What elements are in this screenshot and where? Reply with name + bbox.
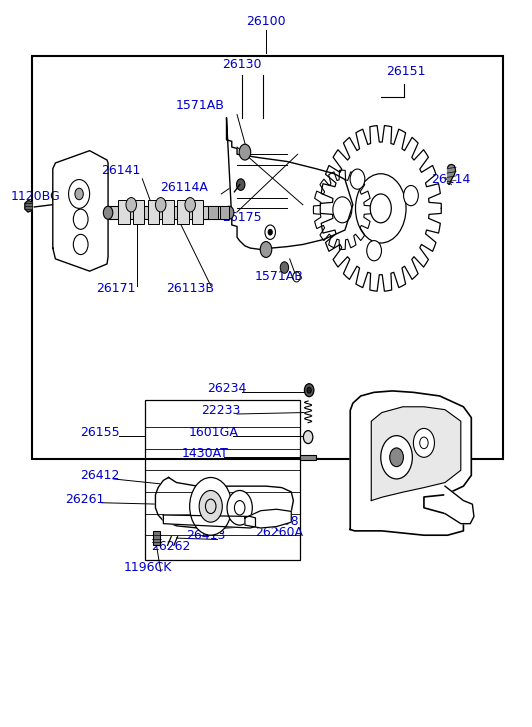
Text: 26100: 26100 — [246, 15, 286, 28]
Circle shape — [73, 209, 88, 229]
Circle shape — [225, 206, 234, 220]
Text: 26260A: 26260A — [255, 526, 303, 539]
Text: 26262: 26262 — [152, 540, 191, 553]
Polygon shape — [163, 515, 255, 528]
Text: 26113B: 26113B — [165, 282, 214, 295]
Bar — [220, 206, 229, 220]
Text: 1430AT: 1430AT — [182, 447, 229, 460]
Bar — [145, 400, 300, 560]
Text: 26258: 26258 — [259, 515, 299, 528]
Bar — [32, 56, 503, 459]
Circle shape — [75, 188, 84, 200]
Circle shape — [155, 198, 166, 212]
Text: 1601GA: 1601GA — [188, 425, 238, 438]
Circle shape — [227, 491, 252, 525]
Circle shape — [367, 241, 381, 261]
Circle shape — [190, 478, 232, 535]
Bar — [133, 201, 144, 224]
Circle shape — [390, 448, 403, 467]
Text: 26234: 26234 — [207, 382, 246, 395]
Bar — [192, 201, 203, 224]
Text: 26114A: 26114A — [161, 181, 209, 194]
Text: 26261: 26261 — [65, 494, 104, 506]
Circle shape — [413, 428, 435, 457]
Text: 26412: 26412 — [80, 469, 120, 482]
Bar — [177, 201, 189, 224]
Circle shape — [103, 206, 113, 220]
Bar — [108, 206, 229, 220]
Bar — [208, 206, 218, 220]
Text: 26141: 26141 — [102, 164, 141, 177]
Circle shape — [307, 387, 311, 393]
Polygon shape — [245, 509, 291, 528]
Text: 1571AB: 1571AB — [176, 100, 225, 113]
Text: 26413: 26413 — [186, 529, 225, 542]
Circle shape — [370, 194, 392, 222]
Polygon shape — [53, 150, 108, 271]
Polygon shape — [447, 164, 455, 185]
Circle shape — [237, 179, 245, 190]
Text: 26130: 26130 — [222, 57, 262, 71]
Polygon shape — [445, 486, 474, 523]
Circle shape — [303, 430, 313, 443]
Text: 26175: 26175 — [222, 212, 262, 224]
Polygon shape — [227, 119, 353, 249]
Polygon shape — [350, 391, 471, 535]
Polygon shape — [25, 201, 32, 212]
Circle shape — [239, 144, 251, 160]
Circle shape — [280, 262, 289, 273]
Bar — [118, 201, 130, 224]
Bar — [162, 201, 174, 224]
Circle shape — [260, 241, 272, 257]
Bar — [147, 201, 159, 224]
Circle shape — [350, 169, 365, 189]
Text: 22233: 22233 — [202, 404, 241, 417]
Circle shape — [404, 185, 418, 206]
Text: 1196CK: 1196CK — [123, 561, 172, 574]
Text: 1120BG: 1120BG — [11, 190, 61, 204]
Circle shape — [381, 435, 412, 479]
Text: 1571AB: 1571AB — [255, 270, 304, 283]
Text: 26155: 26155 — [80, 425, 120, 438]
Circle shape — [69, 180, 89, 209]
Polygon shape — [371, 407, 461, 501]
Text: 26151: 26151 — [386, 65, 425, 78]
Circle shape — [73, 234, 88, 254]
Circle shape — [199, 491, 222, 522]
Polygon shape — [155, 478, 293, 528]
Circle shape — [185, 198, 195, 212]
Circle shape — [268, 229, 272, 235]
Text: 26114: 26114 — [431, 173, 471, 186]
Text: 26171: 26171 — [96, 282, 136, 295]
Bar — [153, 531, 160, 545]
Circle shape — [126, 198, 137, 212]
Circle shape — [304, 384, 314, 397]
Bar — [300, 455, 316, 460]
